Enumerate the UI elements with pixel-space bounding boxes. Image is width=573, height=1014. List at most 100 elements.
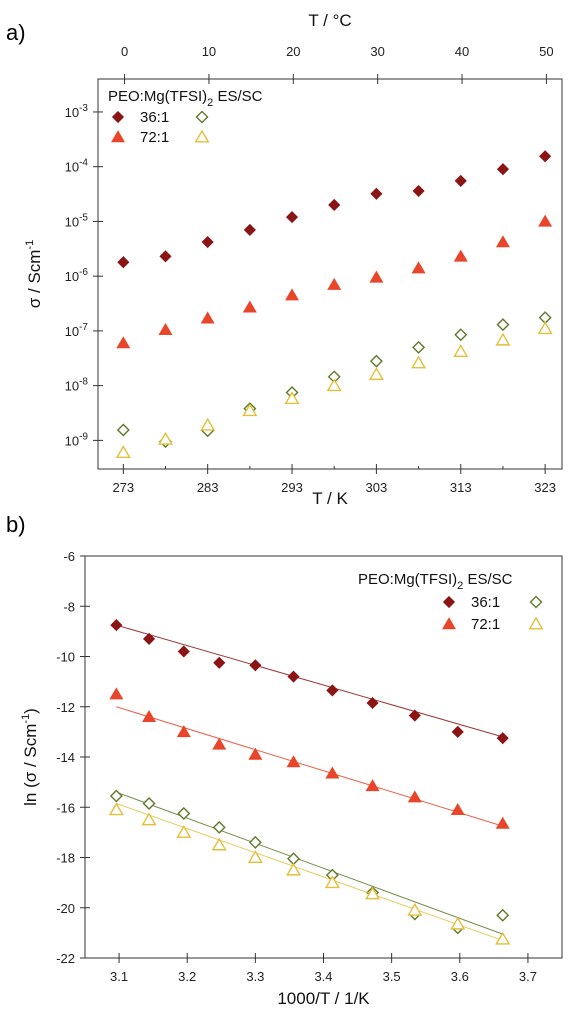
data-point-a bbox=[201, 235, 214, 249]
y-tick-label-b: -8 bbox=[63, 599, 75, 614]
legend-marker-b bbox=[442, 595, 456, 609]
x-tick-label-b: 3.2 bbox=[178, 969, 196, 984]
legend-title-a: PEO:Mg(TFSI)2 ES/SC bbox=[108, 88, 263, 109]
y-axis-label-a: σ / Scm-1 bbox=[24, 240, 44, 308]
y-tick-label-a: 10-5 bbox=[65, 212, 89, 229]
y-tick-label-a: 10-9 bbox=[65, 431, 89, 448]
data-point-a bbox=[243, 223, 256, 236]
series-a-36-1-es bbox=[117, 150, 552, 269]
x2-tick-label-a: 40 bbox=[455, 44, 469, 59]
data-point-a bbox=[411, 261, 426, 274]
y-tick-label-a: 10-6 bbox=[65, 267, 89, 284]
data-point-b bbox=[247, 850, 263, 863]
data-point-b bbox=[213, 656, 226, 669]
series-b-72-1-sc bbox=[108, 802, 511, 945]
data-point-b bbox=[211, 837, 227, 851]
data-point-a bbox=[158, 322, 173, 335]
y-tick-label-a: 10-4 bbox=[65, 158, 89, 175]
x2-tick-label-a: 30 bbox=[370, 44, 384, 59]
x-tick-label-b: 3.3 bbox=[246, 969, 264, 984]
y-tick-label-b: -10 bbox=[56, 650, 75, 665]
data-point-b bbox=[212, 737, 227, 750]
x-tick-label-a: 283 bbox=[197, 480, 219, 495]
data-point-a bbox=[284, 391, 300, 405]
data-point-b bbox=[365, 886, 381, 900]
y-tick-label-b: -22 bbox=[56, 951, 75, 966]
data-point-a bbox=[115, 445, 131, 459]
data-point-b bbox=[287, 852, 301, 866]
data-point-a bbox=[326, 378, 342, 392]
x2-axis-label-a: T / °C bbox=[308, 11, 351, 30]
data-point-a bbox=[495, 332, 511, 346]
legend-entry-b: 72:1 bbox=[471, 616, 500, 633]
chart-b: 3.1 3.2 3.3 3.4 3.5 3.6 3.7 -22 -20 -18 -16 -14 -12 -… bbox=[20, 549, 563, 1008]
chart-a: 273 283 293 303 313 323 0 10 20 30 40 50 10-9 10-8 10-… bbox=[24, 11, 563, 508]
data-point-b bbox=[450, 802, 465, 815]
data-point-b bbox=[495, 816, 510, 829]
data-point-b bbox=[450, 916, 466, 930]
data-point-a bbox=[369, 270, 384, 283]
y-tick-label-b: -18 bbox=[56, 851, 75, 866]
fit-line-b bbox=[116, 791, 503, 935]
fit-line-b bbox=[116, 803, 503, 941]
y-tick-label-b: -12 bbox=[56, 700, 75, 715]
data-point-a bbox=[370, 187, 383, 200]
data-point-a bbox=[285, 211, 299, 224]
x-tick-label-b: 3.1 bbox=[110, 969, 128, 984]
data-point-a bbox=[116, 423, 130, 437]
legend-marker-b bbox=[529, 595, 543, 609]
legend-marker-b bbox=[442, 617, 456, 630]
data-point-b bbox=[324, 875, 340, 889]
data-point-b bbox=[249, 659, 262, 672]
data-point-b bbox=[286, 755, 301, 768]
panel-a-label: a) bbox=[6, 20, 26, 45]
data-point-b bbox=[109, 687, 124, 700]
legend-marker-a bbox=[194, 129, 210, 143]
legend-marker-a bbox=[111, 130, 125, 143]
data-point-a bbox=[200, 311, 215, 324]
data-point-a bbox=[454, 328, 468, 342]
data-point-a bbox=[539, 150, 552, 163]
data-point-b bbox=[407, 790, 422, 803]
data-point-a bbox=[496, 163, 510, 176]
x-axis-label-a: T / K bbox=[312, 489, 348, 508]
fit-line-b bbox=[116, 624, 503, 738]
data-point-b bbox=[495, 931, 511, 945]
data-point-b bbox=[408, 709, 421, 722]
data-point-a bbox=[412, 340, 426, 354]
legend-b: PEO:Mg(TFSI)2 ES/SC 36:1 72:1 bbox=[358, 571, 544, 633]
data-point-b bbox=[407, 902, 423, 916]
x-tick-label-b: 3.6 bbox=[451, 969, 469, 984]
series-b-72-1-es bbox=[109, 687, 510, 829]
y-axis-label-b: ln (σ / Scm-1) bbox=[20, 708, 40, 806]
x-tick-label-b: 3.4 bbox=[314, 969, 332, 984]
legend-marker-a bbox=[195, 110, 209, 124]
data-point-b bbox=[141, 812, 157, 826]
data-point-a bbox=[369, 354, 383, 368]
data-point-b bbox=[177, 645, 190, 658]
data-point-b bbox=[248, 835, 262, 849]
data-point-b bbox=[142, 632, 156, 645]
data-point-b bbox=[109, 789, 123, 803]
y-tick-label-b: -20 bbox=[56, 901, 75, 916]
y-tick-label-a: 10-7 bbox=[65, 322, 89, 339]
data-point-a bbox=[495, 235, 510, 248]
x-tick-label-a: 293 bbox=[281, 480, 303, 495]
data-point-a bbox=[327, 277, 342, 290]
series-b-36-1-es bbox=[110, 619, 509, 745]
data-point-a bbox=[454, 174, 467, 187]
legend-entry-a: 36:1 bbox=[140, 109, 169, 126]
y-tick-label-b: -14 bbox=[56, 750, 75, 765]
x2-tick-label-a: 50 bbox=[539, 44, 553, 59]
data-point-a bbox=[368, 367, 384, 380]
x-tick-label-b: 3.7 bbox=[519, 969, 537, 984]
data-point-a bbox=[412, 184, 425, 198]
data-point-b bbox=[496, 732, 509, 745]
series-b-36-1-sc bbox=[109, 789, 510, 935]
y-tick-label-b: -16 bbox=[56, 800, 75, 815]
data-point-b bbox=[496, 908, 510, 922]
x2-tick-label-a: 0 bbox=[121, 44, 128, 59]
x-tick-label-b: 3.5 bbox=[383, 969, 401, 984]
legend-marker-b bbox=[528, 616, 544, 630]
